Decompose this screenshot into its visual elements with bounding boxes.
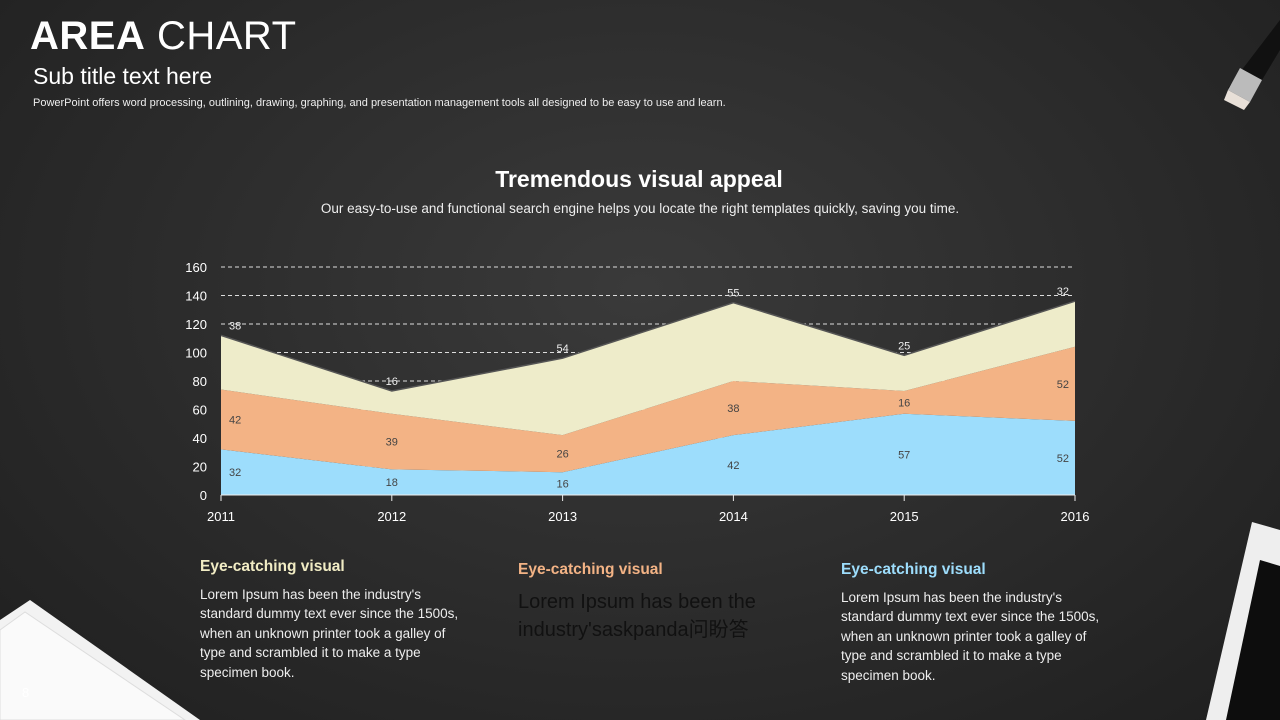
column-body: Lorem Ipsum has been the industry'saskpa…: [518, 590, 756, 641]
subtitle: Sub title text here: [33, 63, 212, 89]
y-tick-label: 160: [185, 260, 207, 275]
area-series-2: [221, 346, 1075, 473]
data-label: 52: [1057, 379, 1069, 391]
y-tick-label: 140: [185, 289, 207, 304]
x-tick-label: 2015: [890, 509, 919, 524]
data-label: 52: [1057, 453, 1069, 465]
x-tick-label: 2011: [207, 509, 235, 524]
area-outline: [220, 300, 1076, 392]
column-heading: Eye-catching visual: [200, 558, 345, 575]
data-label: 42: [727, 460, 739, 472]
data-label: 32: [229, 467, 241, 479]
data-label: 32: [1057, 286, 1069, 298]
data-label: 16: [386, 376, 398, 388]
data-label: 16: [556, 479, 568, 491]
description: PowerPoint offers word processing, outli…: [33, 97, 726, 109]
y-tick-label: 100: [185, 346, 207, 361]
data-label: 39: [386, 437, 398, 449]
column-heading: Eye-catching visual: [518, 561, 663, 578]
data-label: 42: [229, 414, 241, 426]
notebook-icon: [0, 600, 200, 720]
page-title: AREA CHART: [30, 14, 297, 59]
data-label: 38: [229, 320, 241, 332]
data-label: 25: [898, 340, 910, 352]
column-3: Eye-catching visual Lorem Ipsum has been…: [841, 560, 1111, 685]
data-label: 16: [898, 397, 910, 409]
data-label: 55: [727, 288, 739, 300]
x-tick-label: 2014: [719, 509, 748, 524]
y-tick-label: 20: [193, 460, 207, 475]
column-body: Lorem Ipsum has been the industry's stan…: [200, 586, 459, 680]
data-label: 26: [556, 449, 568, 461]
y-tick-label: 60: [193, 403, 207, 418]
y-tick-label: 0: [200, 488, 207, 503]
area-series-1: [221, 413, 1075, 495]
data-label: 54: [556, 343, 568, 355]
data-label: 18: [386, 477, 398, 489]
y-tick-label: 120: [185, 317, 207, 332]
column-heading: Eye-catching visual: [841, 561, 986, 578]
area-series-3: [221, 301, 1075, 436]
x-tick-label: 2012: [377, 509, 406, 524]
y-tick-label: 40: [193, 431, 207, 446]
page-number: 8: [22, 685, 30, 700]
data-label: 57: [898, 449, 910, 461]
area-chart: 0 20 40 60 80 100 120 140 160 32 18 16 42 57 52 42 39 26 3…: [185, 260, 1090, 524]
x-tick-label: 2016: [1061, 509, 1090, 524]
pencil-icon: [1224, 20, 1280, 110]
column-body: Lorem Ipsum has been the industry's stan…: [841, 589, 1100, 683]
chart-subheading: Our easy-to-use and functional search en…: [320, 201, 960, 216]
phone-icon: [1206, 522, 1280, 720]
x-tick-label: 2013: [548, 509, 577, 524]
column-2: Eye-catching visual Lorem Ipsum has been…: [518, 560, 788, 644]
y-tick-label: 80: [193, 374, 207, 389]
data-label: 38: [727, 403, 739, 415]
chart-heading: Tremendous visual appeal: [495, 166, 783, 192]
title-bold: AREA: [30, 14, 146, 58]
column-1: Eye-catching visual Lorem Ipsum has been…: [200, 557, 470, 682]
title-light: CHART: [156, 14, 297, 58]
